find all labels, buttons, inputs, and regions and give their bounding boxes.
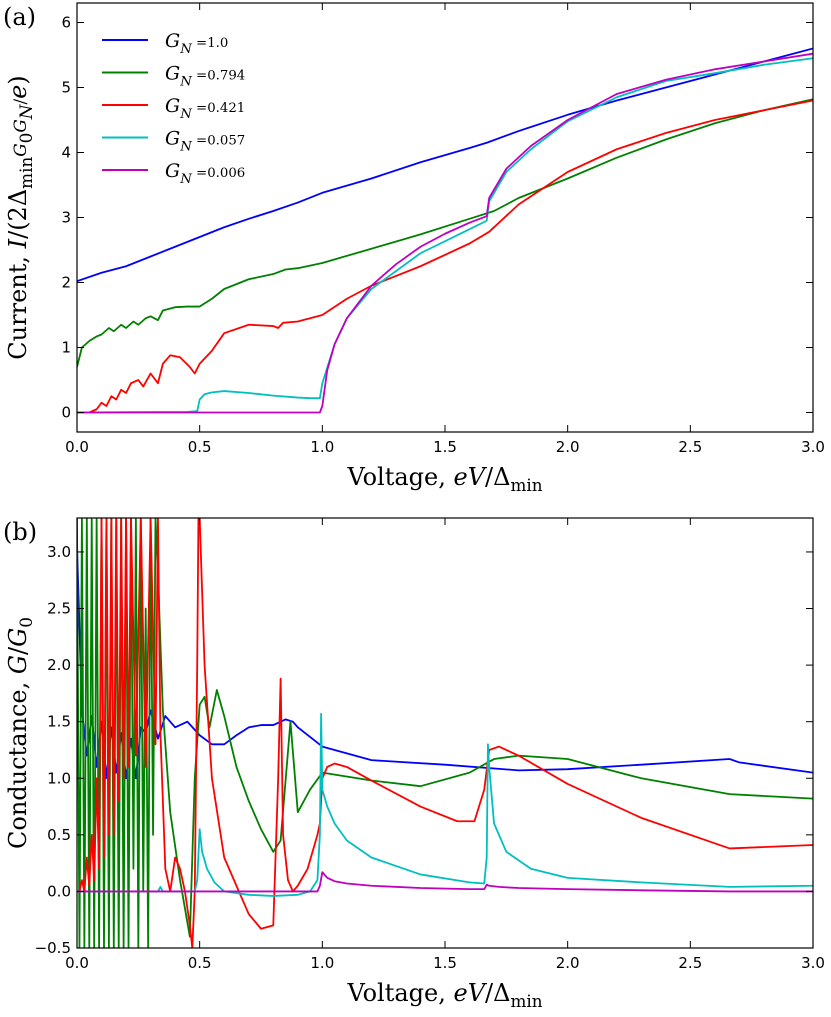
x-tick-label: 1.5 [433,438,457,456]
panel-label: (b) [3,518,37,546]
y-tick-label: 5 [61,79,71,97]
y-tick-label: 0 [61,404,71,422]
series-line-1 [77,518,813,948]
series-line-4 [77,52,813,414]
x-tick-label: 2.5 [678,954,702,972]
x-tick-label: 1.0 [310,438,334,456]
y-tick-label: 3.0 [47,543,71,561]
y-tick-label: −0.5 [35,939,71,957]
plot-frame [76,517,814,949]
y-tick-label: 4 [61,144,71,162]
series-line-4 [77,871,813,893]
y-tick-label: 3 [61,209,71,227]
legend-entry-label: GN =0.006 [165,160,245,187]
x-tick-label: 2.0 [556,438,580,456]
x-tick-label: 1.0 [310,954,334,972]
y-tick-label: 0.0 [47,882,71,900]
y-axis-title: Conductance, G/G0 [4,617,36,849]
x-tick-label: 2.0 [556,954,580,972]
x-tick-label: 0.0 [65,954,89,972]
x-axis-title: Voltage, eV/Δmin [346,979,542,1011]
panel-b-conductance-voltage: 0.0 0.5 1.0 1.5 2.0 2.5 3.0−0.50.00.51.01.52.0… [3,517,825,1011]
series-lines [77,518,813,948]
x-tick-label: 2.5 [678,438,702,456]
legend-entry-label: GN =0.421 [165,95,245,122]
x-tick-label: 3.0 [801,438,825,456]
x-tick-label: 3.0 [801,954,825,972]
legend-entry-label: GN =0.794 [165,63,245,90]
panel-a-current-voltage: 0.0 0.5 1.0 1.5 2.0 2.5 3.0 0 1 2 3 4 5 6 (a) Voltage, … [3,2,825,495]
panel-label: (a) [3,3,36,31]
y-tick-label: 1.5 [47,713,71,731]
x-tick-label: 1.5 [433,954,457,972]
series-line-2 [77,518,813,948]
y-tick-label: 2.5 [47,600,71,618]
legend-entry-label: GN =1.0 [165,30,228,57]
series-line-1 [77,98,813,368]
legend-entry-label: GN =0.057 [165,128,245,155]
x-tick-label: 0.0 [65,438,89,456]
y-tick-label: 2 [61,274,71,292]
legend: GN =1.0 GN =0.794 GN =0.421 GN =0.057 GN =0.… [102,30,245,187]
y-tick-label: 1 [61,339,71,357]
x-tick-label: 0.5 [188,438,212,456]
y-tick-label: 0.5 [47,826,71,844]
y-tick-label: 2.0 [47,656,71,674]
x-tick-label: 0.5 [188,954,212,972]
y-axis-title: Current, I/(2ΔminG0GN/e) [4,75,36,359]
series-line-2 [88,99,813,414]
series-line-3 [77,712,813,897]
plot-frame [76,2,814,433]
y-tick-label: 6 [61,14,71,32]
series-lines [77,47,813,414]
y-tick-label: 1.0 [47,769,71,787]
series-line-0 [77,546,813,780]
series-line-0 [77,47,813,283]
x-axis-title: Voltage, eV/Δmin [346,463,542,495]
